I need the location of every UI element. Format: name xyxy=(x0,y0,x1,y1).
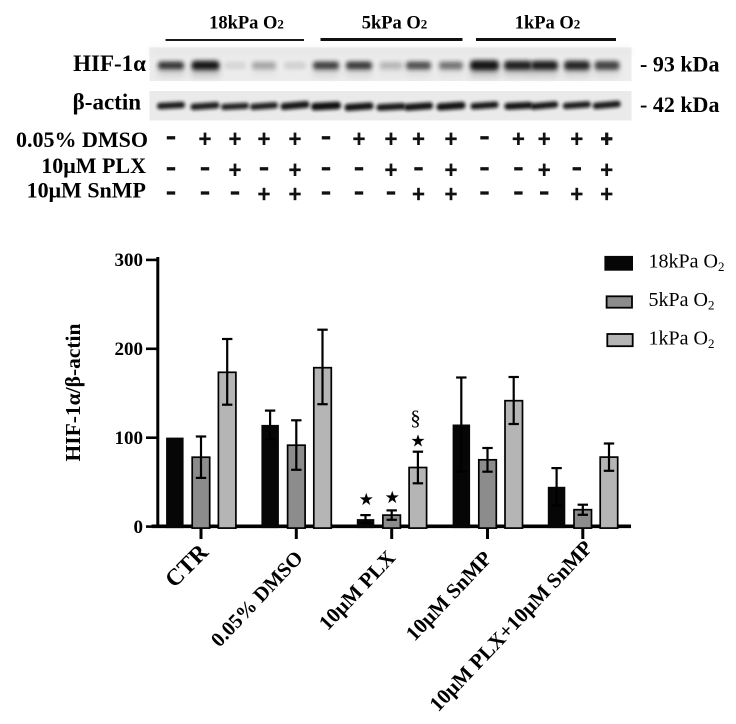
svg-text:5kPa O2: 5kPa O2 xyxy=(362,14,428,34)
svg-text:★: ★ xyxy=(385,488,400,507)
svg-text:18kPa O2: 18kPa O2 xyxy=(649,251,725,275)
svg-text:§: § xyxy=(410,406,421,430)
svg-text:10μM PLX: 10μM PLX xyxy=(41,153,146,178)
svg-text:HIF-1α: HIF-1α xyxy=(73,51,146,76)
svg-text:0.05% DMSO: 0.05% DMSO xyxy=(16,127,148,152)
svg-text:1kPa O2: 1kPa O2 xyxy=(649,328,715,352)
svg-text:HIF-1α/β-actin: HIF-1α/β-actin xyxy=(61,323,85,461)
svg-text:100: 100 xyxy=(115,428,144,449)
svg-text:300: 300 xyxy=(115,250,144,271)
svg-text:★: ★ xyxy=(410,432,425,451)
svg-text:10μM SnMP: 10μM SnMP xyxy=(27,178,146,203)
svg-text:18kPa O2: 18kPa O2 xyxy=(209,14,284,34)
svg-text:β-actin: β-actin xyxy=(73,90,142,115)
svg-text:- 93 kDa: - 93 kDa xyxy=(640,52,719,77)
svg-text:- 42 kDa: - 42 kDa xyxy=(640,92,719,117)
svg-text:1kPa O2: 1kPa O2 xyxy=(515,14,581,34)
svg-text:200: 200 xyxy=(115,339,144,360)
svg-text:0: 0 xyxy=(134,517,144,538)
svg-text:5kPa O2: 5kPa O2 xyxy=(649,289,715,313)
svg-text:★: ★ xyxy=(359,490,374,509)
